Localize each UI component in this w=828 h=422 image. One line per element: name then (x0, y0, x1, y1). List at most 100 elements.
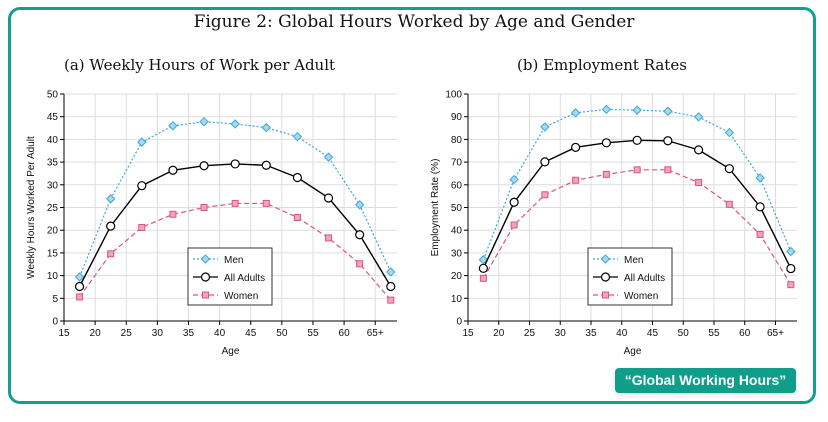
data-point (199, 116, 209, 127)
data-point (168, 121, 178, 131)
y-tick-label: 20 (451, 271, 463, 282)
y-tick-label: 25 (47, 203, 59, 214)
data-point (663, 136, 673, 146)
x-axis-label: Age (624, 346, 642, 357)
y-tick-label: 40 (47, 135, 59, 146)
x-tick-label: 15 (58, 328, 70, 339)
data-point (756, 231, 764, 239)
y-tick-label: 10 (451, 294, 463, 305)
chart-b-title: (b) Employment Rates (517, 56, 687, 74)
legend-label: Women (224, 291, 258, 302)
data-point (786, 263, 796, 274)
data-point (632, 135, 642, 145)
legend-label: All Adults (224, 273, 265, 284)
data-point (725, 200, 733, 208)
chart-weekly-hours: 0 5 10 15 20 25 30 35 40 45 50 15 20 25 30 35 40 45 50 55 60… (26, 90, 397, 357)
data-point (510, 221, 518, 229)
data-point (168, 165, 178, 175)
x-tick-label: 60 (739, 328, 751, 339)
x-tick-label: 50 (678, 328, 690, 339)
data-point (387, 296, 395, 304)
y-tick-label: 35 (47, 158, 59, 169)
data-point (602, 170, 610, 178)
data-point (356, 260, 364, 268)
x-tick-label: 25 (524, 328, 536, 339)
data-point (478, 263, 488, 273)
x-tick-label: 20 (493, 328, 505, 339)
data-point (386, 281, 396, 292)
legend-label: Men (224, 255, 243, 266)
x-tick-label: 35 (183, 328, 195, 339)
data-point (262, 199, 270, 207)
y-axis-label: Employment Rate (%) (430, 159, 441, 257)
data-point (755, 173, 765, 183)
x-tick-label: 30 (555, 328, 567, 339)
data-point (74, 272, 85, 282)
data-point (230, 159, 240, 169)
data-point (572, 176, 580, 184)
legend-label: Men (624, 255, 643, 266)
global-working-hours-badge[interactable]: “Global Working Hours” (615, 368, 796, 393)
chart-a-title: (a) Weekly Hours of Work per Adult (64, 56, 336, 74)
data-point (137, 181, 147, 191)
figure-frame (8, 7, 816, 404)
data-point (230, 119, 240, 129)
x-tick-label: 65+ (767, 328, 784, 339)
series-line-women (79, 202, 392, 301)
data-point (107, 250, 115, 258)
data-point (693, 112, 704, 122)
data-point (509, 197, 519, 207)
x-tick-label: 25 (121, 328, 133, 339)
x-tick-label: 35 (585, 328, 597, 339)
y-tick-label: 70 (451, 158, 463, 169)
legend-marker (602, 291, 609, 299)
x-tick-label: 55 (708, 328, 720, 339)
chart-employment-rates: 0 10 20 30 40 50 60 70 80 90 100 15 20 25 30 35 40 45 50 55… (430, 90, 797, 357)
legend-marker (200, 254, 211, 264)
y-tick-label: 40 (451, 226, 463, 237)
legend-marker (600, 272, 611, 282)
y-tick-label: 10 (47, 271, 59, 282)
data-point (292, 172, 303, 183)
figure-title: Figure 2: Global Hours Worked by Age and… (193, 12, 635, 32)
data-point (694, 145, 704, 155)
data-point (323, 152, 334, 162)
data-point (292, 131, 303, 142)
data-point (169, 210, 177, 218)
data-point (540, 122, 550, 132)
data-point (199, 161, 209, 171)
data-point (386, 267, 396, 277)
x-tick-label: 30 (152, 328, 164, 339)
data-point (601, 138, 611, 148)
data-point (787, 281, 795, 289)
y-tick-label: 20 (47, 226, 59, 237)
data-point (755, 202, 765, 212)
y-tick-label: 60 (451, 180, 463, 191)
data-point (632, 105, 642, 115)
data-point (663, 106, 673, 116)
y-tick-label: 0 (456, 317, 462, 328)
data-point (231, 199, 239, 207)
x-tick-label: 40 (214, 328, 226, 339)
y-tick-label: 45 (47, 112, 59, 123)
y-tick-label: 30 (47, 180, 59, 191)
series-line-men (482, 108, 792, 260)
data-point (479, 274, 487, 282)
x-axis-label: Age (222, 346, 240, 357)
data-point (354, 200, 365, 210)
legend-marker (600, 254, 611, 264)
data-point (601, 104, 612, 115)
y-tick-label: 80 (451, 135, 463, 146)
data-point (293, 213, 301, 221)
data-point (106, 221, 116, 231)
data-point (138, 223, 146, 231)
y-tick-label: 30 (451, 248, 463, 259)
y-tick-label: 15 (47, 248, 59, 259)
x-tick-label: 65+ (367, 328, 384, 339)
legend-label: All Adults (624, 273, 665, 284)
data-point (76, 293, 84, 301)
data-point (509, 174, 519, 185)
data-point (724, 127, 735, 138)
data-point (137, 137, 147, 147)
y-tick-label: 5 (52, 294, 58, 305)
